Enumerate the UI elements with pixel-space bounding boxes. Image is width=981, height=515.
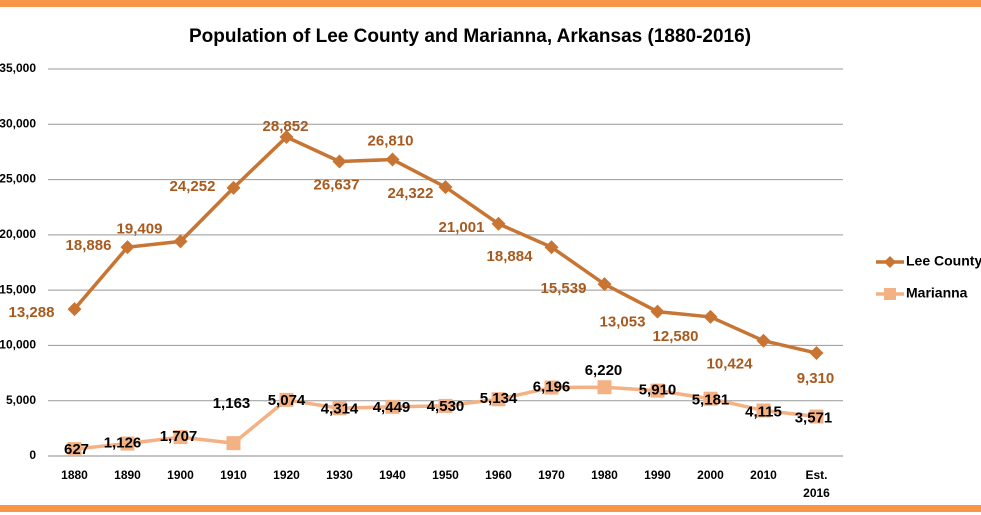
data-label: 1,126 [104,435,142,452]
data-label: 4,449 [373,399,411,416]
data-label: 627 [64,441,89,458]
data-label: 13,288 [9,304,55,321]
series-line [73,134,817,355]
marker [385,152,400,167]
x-tick-label: 1930 [326,468,353,482]
data-label: 15,539 [541,280,587,297]
data-label: 19,409 [117,220,163,237]
y-tick-label: 35,000 [0,61,36,75]
data-label: 5,181 [692,392,730,409]
x-tick-label: 2000 [697,468,724,482]
data-label: 21,001 [439,219,485,236]
x-tick-label: 1920 [273,468,300,482]
data-label: 18,884 [487,248,534,265]
x-tick-label: 1970 [538,468,565,482]
data-label: 4,530 [427,398,465,415]
y-tick-label: 15,000 [0,282,36,296]
marker [67,302,82,317]
marker [332,154,347,169]
marker [226,180,241,195]
marker [438,180,453,195]
legend-marker [884,256,896,268]
data-label: 1,163 [213,395,251,412]
marker [120,240,135,255]
marker [756,403,771,418]
marker [279,392,294,407]
x-tick-label: 1910 [220,468,247,482]
legend-marker [884,288,896,300]
y-tick-label: 0 [29,448,36,462]
marker [491,392,506,407]
marker [809,409,824,424]
marker [703,309,718,324]
x-tick-label: 1960 [485,468,512,482]
marker [120,436,135,451]
data-label: 1,707 [160,428,198,445]
data-label: 18,886 [66,237,112,254]
y-tick-label: 30,000 [0,116,36,130]
x-tick-label-line: 2016 [803,486,830,500]
data-label: 6,196 [533,378,571,395]
x-tick-label: 1940 [379,468,406,482]
marker [67,442,82,457]
x-tick-label: 1880 [61,468,88,482]
data-label: 10,424 [707,356,754,373]
marker [756,333,771,348]
data-label: 28,852 [263,118,309,135]
data-label: 24,322 [388,185,434,202]
y-tick-label: 5,000 [6,393,36,407]
legend-label: Marianna [906,285,968,301]
marker [544,380,559,395]
marker [279,129,294,144]
data-label: 26,637 [314,176,360,193]
data-label: 13,053 [600,314,646,331]
marker [385,399,400,414]
legend-label: Lee County [906,253,981,269]
marker [650,383,665,398]
x-tick-label: Est. 2016 [803,468,830,500]
data-label: 4,314 [321,400,359,417]
bottom-border [0,505,981,512]
x-tick-label-line: Est. [805,468,827,482]
data-label: 3,571 [795,409,833,426]
marker [703,391,718,406]
top-border [0,0,981,7]
marker [332,401,347,416]
data-label: 26,810 [368,133,414,150]
y-tick-label: 25,000 [0,172,36,186]
data-label: 12,580 [653,328,699,345]
chart-title: Population of Lee County and Marianna, A… [189,26,751,47]
marker [809,346,824,361]
marker [597,380,612,395]
data-label: 6,220 [585,362,623,379]
data-label: 9,310 [797,370,835,387]
data-label: 24,252 [170,178,216,195]
data-label: 5,074 [268,392,306,409]
x-tick-label: 1990 [644,468,671,482]
x-tick-label: 2010 [750,468,777,482]
x-tick-label: 1980 [591,468,618,482]
marker [544,240,559,255]
y-tick-label: 10,000 [0,338,36,352]
marker [173,430,188,445]
marker [438,398,453,413]
x-tick-label: 1900 [167,468,194,482]
marker [597,277,612,292]
marker [226,436,241,451]
data-label: 5,134 [480,390,518,407]
marker [491,216,506,231]
y-tick-label: 20,000 [0,227,36,241]
marker [650,304,665,319]
data-label: 4,115 [745,403,782,420]
data-label: 5,910 [639,382,677,399]
marker [173,234,188,249]
x-tick-label: 1950 [432,468,459,482]
x-tick-label: 1890 [114,468,141,482]
